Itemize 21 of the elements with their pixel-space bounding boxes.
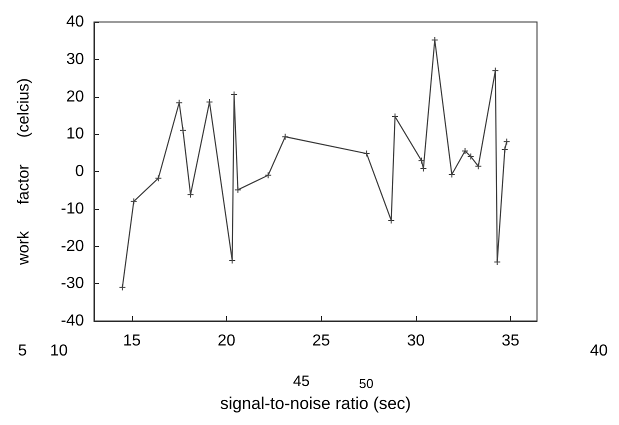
y-tick-label: 40 — [66, 14, 84, 30]
text: 50 — [359, 376, 374, 391]
y-tick-label: 0 — [75, 163, 84, 180]
y-tick-label: -20 — [60, 238, 84, 255]
y-tick-label: -10 — [60, 200, 84, 218]
y-axis-title: work factor (celcius) — [16, 78, 32, 266]
text: 40 — [590, 342, 608, 360]
y-tick-label: 10 — [66, 126, 84, 143]
text: 10 — [50, 342, 68, 360]
text: 45 — [293, 373, 310, 390]
y-tick-label: 20 — [66, 88, 84, 106]
x-tick-label: 35 — [502, 332, 520, 350]
x-axis-title: signal-to-noise ratio (sec) — [220, 394, 411, 413]
text: 5 — [18, 342, 27, 360]
y-tick-label: -40 — [60, 312, 84, 330]
y-tick-label: 30 — [66, 50, 84, 68]
x-tick-label: 30 — [406, 332, 425, 350]
x-tick-label: 25 — [312, 332, 330, 350]
x-tick-label: 15 — [122, 332, 141, 350]
x-tick-label: 20 — [218, 332, 236, 350]
y-tick-label: -30 — [60, 275, 84, 292]
